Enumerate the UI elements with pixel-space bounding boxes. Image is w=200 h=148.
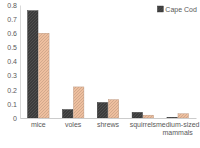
tick-label-line: squirrels xyxy=(130,121,157,129)
bar xyxy=(62,110,72,118)
tick: 0.2 xyxy=(7,86,20,93)
bar xyxy=(178,114,188,118)
bar xyxy=(167,117,177,118)
axis-line xyxy=(20,6,21,119)
tick-label: squirrels xyxy=(130,121,157,129)
tick-label: 0.5 xyxy=(7,44,17,51)
x-axis: mice voles shrews squirrelsmedium-sizedmamm… xyxy=(21,118,200,136)
tick: 0.1 xyxy=(7,101,20,108)
tick-label-line: medium-sized xyxy=(156,121,200,128)
tick-label: medium-sizedmammals xyxy=(156,121,200,136)
legend-swatch xyxy=(157,6,163,12)
tick: medium-sizedmammals xyxy=(156,118,200,136)
bar xyxy=(108,100,118,118)
plot: 0 0.1 0.2 0.3 0.4 0.5 0.6 0.7 0.8 mice voles shrews… xyxy=(7,2,199,136)
tick-label: shrews xyxy=(97,121,120,128)
tick-label-line: shrews xyxy=(97,121,120,128)
tick: 0.7 xyxy=(7,16,20,23)
tick-label: 0.8 xyxy=(7,2,17,9)
tick: 0 xyxy=(13,115,20,122)
bar xyxy=(28,11,38,118)
tick: 0.6 xyxy=(7,30,20,37)
tick: shrews xyxy=(97,118,120,128)
tick: mice xyxy=(31,118,46,128)
tick: 0.8 xyxy=(7,2,20,9)
legend-item: Cape Cod xyxy=(157,6,197,14)
chart: 0 0.1 0.2 0.3 0.4 0.5 0.6 0.7 0.8 mice voles shrews… xyxy=(0,0,200,148)
tick-label: 0.4 xyxy=(7,58,17,65)
legend: Cape Cod xyxy=(157,6,197,14)
tick-label: 0.3 xyxy=(7,72,17,79)
tick-label-line: mice xyxy=(31,121,46,128)
axis-line xyxy=(21,118,197,119)
bar xyxy=(143,115,153,118)
tick-label-line: voles xyxy=(65,121,82,128)
bars xyxy=(28,11,189,118)
tick-label: mice xyxy=(31,121,46,128)
tick: voles xyxy=(65,118,82,128)
tick-label-line: mammals xyxy=(163,129,194,136)
bar xyxy=(97,102,107,118)
legend-label: Cape Cod xyxy=(165,6,197,14)
tick: squirrels xyxy=(130,118,157,129)
y-axis: 0 0.1 0.2 0.3 0.4 0.5 0.6 0.7 0.8 xyxy=(7,2,20,122)
tick: 0.5 xyxy=(7,44,20,51)
tick-label: voles xyxy=(65,121,82,128)
tick-label: 0.7 xyxy=(7,16,17,23)
bar xyxy=(39,33,49,118)
tick-label: 0.6 xyxy=(7,30,17,37)
bar xyxy=(132,112,142,118)
tick-label: 0.2 xyxy=(7,86,17,93)
tick: 0.4 xyxy=(7,58,20,65)
tick-label: 0.1 xyxy=(7,101,17,108)
tick-label: 0 xyxy=(13,115,17,122)
tick: 0.3 xyxy=(7,72,20,79)
bar xyxy=(73,87,83,118)
